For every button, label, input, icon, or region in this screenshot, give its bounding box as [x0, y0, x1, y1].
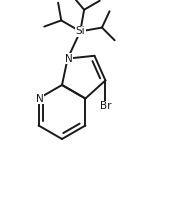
Text: N: N [65, 54, 73, 64]
Text: Si: Si [75, 26, 85, 36]
Text: N: N [36, 94, 44, 103]
Text: Br: Br [100, 101, 111, 112]
